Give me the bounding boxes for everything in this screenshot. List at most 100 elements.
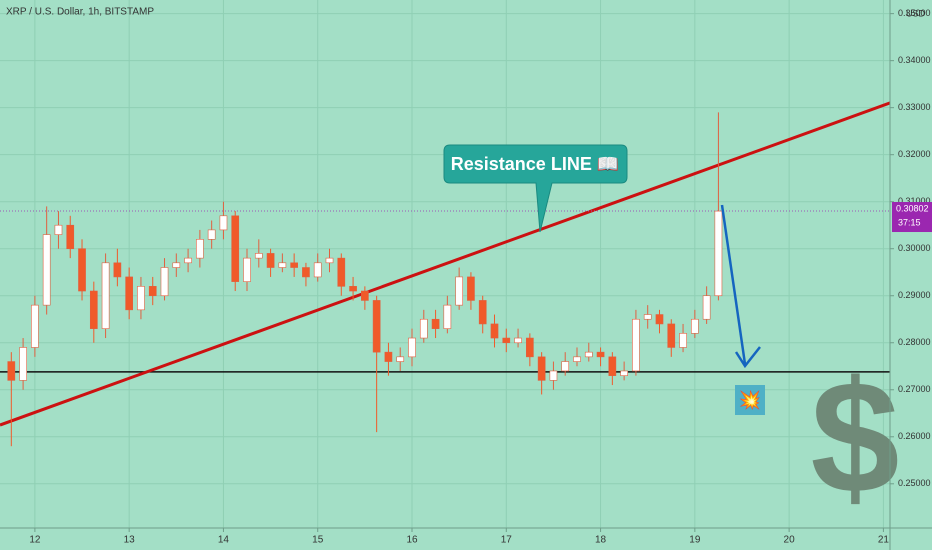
candle-body: [372, 300, 381, 353]
callout-text: Resistance LINE 📖: [451, 154, 619, 174]
y-tick-label: 0.32000: [898, 149, 931, 159]
x-tick-label: 13: [124, 535, 136, 546]
x-tick-label: 14: [218, 535, 230, 546]
candle-body: [349, 286, 357, 292]
candle-body: [478, 300, 487, 325]
axes: 0.25000 0.26000 0.27000 0.28000 0.29000 0.300…: [29, 8, 932, 546]
candle-body: [502, 337, 511, 344]
candle-body: [113, 262, 122, 278]
candle-body: [325, 257, 334, 264]
y-tick-label: 0.34000: [898, 55, 931, 65]
y-tick-label: 0.26000: [898, 431, 931, 441]
y-tick-label: 0.27000: [898, 384, 931, 394]
y-tick-label: 0.31000: [898, 196, 931, 206]
resistance-line: [0, 101, 891, 427]
candle-body: [160, 267, 169, 297]
candle-body: [655, 314, 664, 325]
candle-body: [702, 295, 711, 320]
x-tick-label: 15: [312, 535, 324, 546]
candle-body: [431, 318, 440, 329]
candle-body: [78, 248, 86, 292]
y-tick-label: 0.30000: [898, 243, 931, 253]
candle-body: [608, 356, 617, 376]
candle-body: [490, 323, 499, 339]
candle-body: [42, 234, 51, 306]
annotations: Resistance LINE 📖 💥 $: [443, 144, 900, 526]
callout-box: [443, 144, 628, 233]
candle-body: [596, 351, 605, 358]
y-tick-label: 0.28000: [898, 337, 931, 347]
candle-body: [419, 318, 428, 339]
candle-body: [184, 257, 192, 264]
candle-body: [101, 262, 110, 329]
candle-body: [31, 304, 39, 348]
candle-body: [66, 224, 75, 250]
x-tick-label: 20: [784, 535, 796, 546]
arrow-shaft: [720, 204, 747, 365]
candle-body: [302, 267, 310, 278]
last-price-label: 0.30802: [896, 203, 929, 213]
candle-body: [667, 323, 676, 348]
candle-body: [89, 290, 98, 329]
candle-body: [19, 347, 27, 381]
candle-body: [714, 210, 723, 297]
candle-body: [384, 351, 393, 362]
dollar-symbol: $: [811, 347, 900, 526]
candle-body: [396, 356, 405, 362]
candle-body: [691, 318, 699, 334]
icon: 💥: [739, 389, 761, 411]
x-tick-label: 16: [406, 535, 418, 546]
candle-body: [254, 253, 263, 259]
candle-body: [632, 318, 640, 372]
candles: [7, 112, 723, 447]
icon-box: [735, 385, 765, 415]
candle-body: [549, 370, 558, 381]
y-tick-label: 0.29000: [898, 290, 931, 300]
candle-body: [278, 262, 287, 268]
x-tick-label: 18: [595, 535, 607, 546]
candle-body: [207, 229, 216, 240]
grid: [0, 0, 890, 528]
y-tick-label: 0.25000: [898, 478, 931, 488]
candle-body: [54, 224, 63, 235]
candle-body: [643, 314, 652, 320]
candle-body: [620, 370, 628, 376]
candle-body: [231, 215, 240, 282]
candle-body: [266, 253, 275, 268]
candle-body: [7, 361, 16, 381]
x-tick-label: 19: [689, 535, 701, 546]
candle-body: [337, 257, 346, 287]
candle-body: [196, 239, 204, 259]
candle-body: [361, 290, 369, 301]
candle-body: [443, 304, 452, 329]
candle-body: [137, 286, 145, 311]
candle-body: [679, 333, 687, 348]
candle-body: [219, 215, 228, 231]
candle-body: [526, 337, 534, 358]
x-tick-label: 21: [878, 535, 890, 546]
chart-title: XRP / U.S. Dollar, 1h, BITSTAMP: [6, 7, 154, 18]
candle-body: [561, 361, 570, 372]
y-tick-label: 0.33000: [898, 102, 931, 112]
candle-body: [243, 257, 251, 282]
candle-body: [313, 262, 322, 278]
arrow-head: [734, 346, 761, 369]
y-unit: USD: [906, 8, 926, 18]
x-tick-label: 12: [29, 535, 41, 546]
candle-body: [573, 356, 581, 362]
candle-body: [467, 276, 475, 301]
candle-body: [148, 286, 157, 297]
x-tick-label: 17: [501, 535, 513, 546]
candle-body: [408, 337, 416, 358]
countdown-label: 37:15: [898, 217, 921, 227]
candle-body: [584, 351, 593, 358]
candle-body: [290, 262, 298, 268]
last-price-box: [892, 202, 932, 233]
drawings: [0, 101, 891, 427]
candle-body: [172, 262, 181, 268]
y-tick-label: 0.35000: [898, 8, 931, 18]
candle-body: [537, 356, 546, 381]
